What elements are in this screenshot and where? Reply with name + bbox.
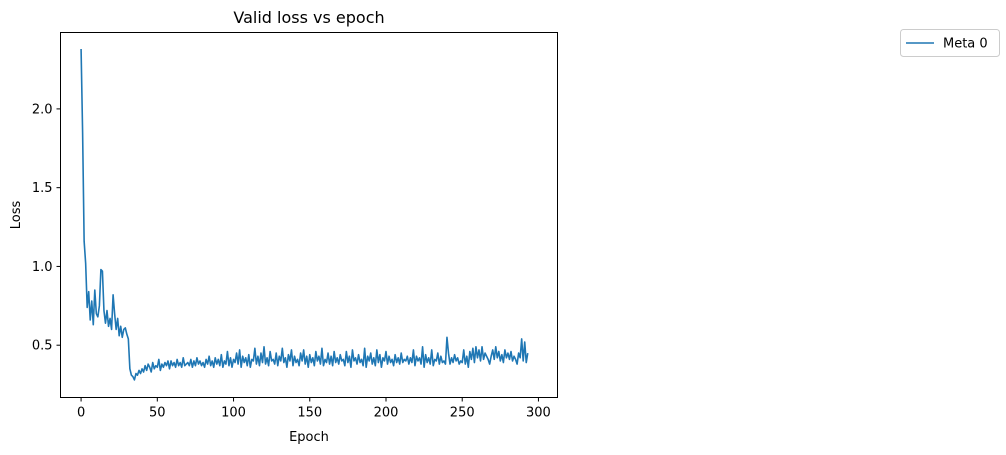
plot-area xyxy=(60,32,558,398)
x-tick-label: 200 xyxy=(374,406,399,421)
y-tick-label: 1.5 xyxy=(32,181,53,196)
legend-box xyxy=(900,29,1000,57)
y-tick-label: 2.0 xyxy=(32,102,53,117)
x-tick-label: 50 xyxy=(149,406,166,421)
x-axis-ticks: 0 50 100 150 200 250 300 xyxy=(77,397,551,421)
x-tick-label: 100 xyxy=(221,406,246,421)
series-line-meta-0 xyxy=(80,49,529,381)
x-tick-label: 250 xyxy=(450,406,475,421)
y-tick-label: 1.0 xyxy=(32,260,53,275)
chart-title: Valid loss vs epoch xyxy=(233,8,384,27)
y-axis-label: Loss xyxy=(9,201,24,230)
plot-frame xyxy=(60,32,558,398)
legend-label-meta-0: Meta 0 xyxy=(943,37,988,52)
x-tick-label: 150 xyxy=(297,406,322,421)
x-axis-label: Epoch xyxy=(289,430,329,445)
x-tick-label: 0 xyxy=(77,406,85,421)
x-tick-label: 300 xyxy=(526,406,551,421)
y-axis-ticks: 0.5 1.0 1.5 2.0 xyxy=(32,102,61,354)
legend: Meta 0 xyxy=(900,29,1000,57)
y-tick-label: 0.5 xyxy=(32,339,53,354)
